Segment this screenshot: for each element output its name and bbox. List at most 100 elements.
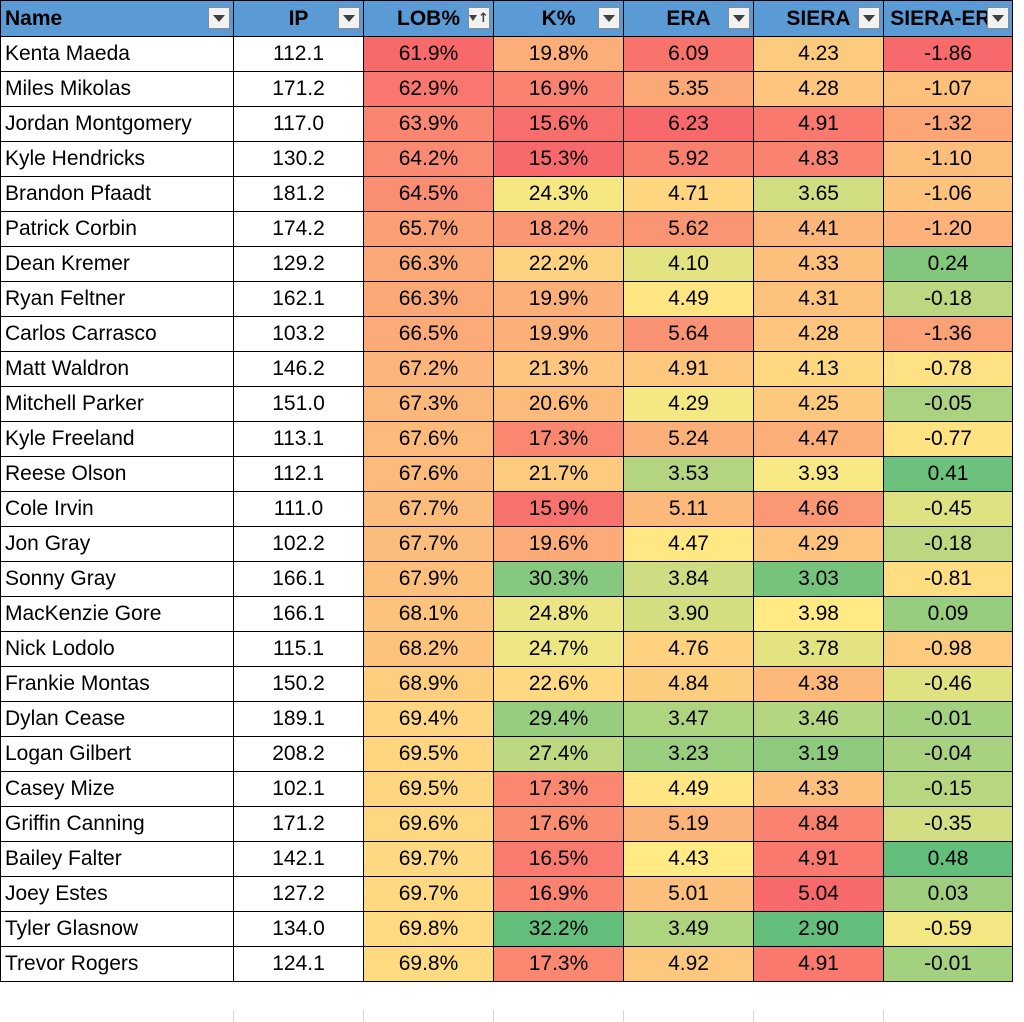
cell-k[interactable]: 29.4% xyxy=(493,701,624,737)
cell-name[interactable]: Tyler Glasnow xyxy=(0,911,234,947)
cell-diff[interactable]: 0.41 xyxy=(883,456,1013,492)
cell-k[interactable]: 22.6% xyxy=(493,666,624,702)
cell-diff[interactable]: -0.18 xyxy=(883,281,1013,317)
cell-ip[interactable]: 146.2 xyxy=(233,351,364,387)
cell-siera[interactable]: 4.41 xyxy=(753,211,884,247)
cell-lob[interactable]: 69.5% xyxy=(363,736,494,772)
cell-name[interactable]: Miles Mikolas xyxy=(0,71,234,107)
cell-ip[interactable]: 102.1 xyxy=(233,771,364,807)
cell-diff[interactable]: -1.20 xyxy=(883,211,1013,247)
cell-era[interactable]: 5.64 xyxy=(623,316,754,352)
cell-lob[interactable]: 66.3% xyxy=(363,281,494,317)
cell-era[interactable]: 4.43 xyxy=(623,841,754,877)
cell-k[interactable]: 24.8% xyxy=(493,596,624,632)
cell-siera[interactable]: 2.90 xyxy=(753,911,884,947)
cell-siera[interactable]: 3.19 xyxy=(753,736,884,772)
cell-siera[interactable]: 4.28 xyxy=(753,316,884,352)
cell-siera[interactable]: 4.31 xyxy=(753,281,884,317)
cell-name[interactable]: Bailey Falter xyxy=(0,841,234,877)
cell-lob[interactable]: 69.5% xyxy=(363,771,494,807)
cell-lob[interactable]: 68.1% xyxy=(363,596,494,632)
cell-diff[interactable]: -1.36 xyxy=(883,316,1013,352)
cell-k[interactable]: 17.3% xyxy=(493,946,624,982)
cell-era[interactable]: 5.11 xyxy=(623,491,754,527)
cell-diff[interactable]: -0.35 xyxy=(883,806,1013,842)
cell-era[interactable]: 3.23 xyxy=(623,736,754,772)
cell-siera[interactable]: 3.98 xyxy=(753,596,884,632)
cell-era[interactable]: 4.91 xyxy=(623,351,754,387)
cell-k[interactable]: 21.3% xyxy=(493,351,624,387)
cell-name[interactable]: Ryan Feltner xyxy=(0,281,234,317)
cell-ip[interactable]: 102.2 xyxy=(233,526,364,562)
cell-diff[interactable]: 0.09 xyxy=(883,596,1013,632)
cell-era[interactable]: 3.84 xyxy=(623,561,754,597)
cell-name[interactable]: Carlos Carrasco xyxy=(0,316,234,352)
cell-lob[interactable]: 69.7% xyxy=(363,876,494,912)
cell-ip[interactable]: 117.0 xyxy=(233,106,364,142)
cell-diff[interactable]: -0.01 xyxy=(883,946,1013,982)
cell-name[interactable]: Dean Kremer xyxy=(0,246,234,282)
cell-siera[interactable]: 4.91 xyxy=(753,946,884,982)
cell-lob[interactable]: 67.9% xyxy=(363,561,494,597)
cell-name[interactable]: Frankie Montas xyxy=(0,666,234,702)
cell-ip[interactable]: 111.0 xyxy=(233,491,364,527)
cell-lob[interactable]: 67.7% xyxy=(363,491,494,527)
cell-era[interactable]: 3.90 xyxy=(623,596,754,632)
cell-name[interactable]: Patrick Corbin xyxy=(0,211,234,247)
cell-k[interactable]: 18.2% xyxy=(493,211,624,247)
cell-k[interactable]: 24.7% xyxy=(493,631,624,667)
cell-k[interactable]: 32.2% xyxy=(493,911,624,947)
cell-name[interactable]: Matt Waldron xyxy=(0,351,234,387)
cell-siera[interactable]: 4.33 xyxy=(753,246,884,282)
cell-lob[interactable]: 68.2% xyxy=(363,631,494,667)
cell-lob[interactable]: 69.4% xyxy=(363,701,494,737)
cell-lob[interactable]: 67.7% xyxy=(363,526,494,562)
cell-diff[interactable]: -0.81 xyxy=(883,561,1013,597)
cell-lob[interactable]: 67.2% xyxy=(363,351,494,387)
cell-lob[interactable]: 67.3% xyxy=(363,386,494,422)
cell-siera[interactable]: 4.91 xyxy=(753,106,884,142)
cell-era[interactable]: 6.23 xyxy=(623,106,754,142)
sort-filter-dropdown-icon[interactable]: ↑ xyxy=(468,7,490,29)
cell-lob[interactable]: 62.9% xyxy=(363,71,494,107)
cell-diff[interactable]: 0.48 xyxy=(883,841,1013,877)
cell-name[interactable]: Nick Lodolo xyxy=(0,631,234,667)
column-header-diff[interactable]: SIERA-ERA xyxy=(883,0,1013,37)
cell-lob[interactable]: 63.9% xyxy=(363,106,494,142)
cell-era[interactable]: 3.47 xyxy=(623,701,754,737)
cell-ip[interactable]: 103.2 xyxy=(233,316,364,352)
cell-lob[interactable]: 68.9% xyxy=(363,666,494,702)
cell-siera[interactable]: 3.46 xyxy=(753,701,884,737)
cell-ip[interactable]: 124.1 xyxy=(233,946,364,982)
cell-name[interactable]: Brandon Pfaadt xyxy=(0,176,234,212)
cell-name[interactable]: Dylan Cease xyxy=(0,701,234,737)
column-header-era[interactable]: ERA xyxy=(623,0,754,37)
cell-k[interactable]: 15.9% xyxy=(493,491,624,527)
cell-era[interactable]: 5.24 xyxy=(623,421,754,457)
cell-era[interactable]: 4.10 xyxy=(623,246,754,282)
cell-siera[interactable]: 3.78 xyxy=(753,631,884,667)
cell-name[interactable]: Joey Estes xyxy=(0,876,234,912)
cell-lob[interactable]: 64.5% xyxy=(363,176,494,212)
cell-era[interactable]: 5.35 xyxy=(623,71,754,107)
cell-lob[interactable]: 61.9% xyxy=(363,36,494,72)
cell-ip[interactable]: 208.2 xyxy=(233,736,364,772)
cell-siera[interactable]: 4.84 xyxy=(753,806,884,842)
cell-ip[interactable]: 112.1 xyxy=(233,36,364,72)
cell-name[interactable]: MacKenzie Gore xyxy=(0,596,234,632)
cell-k[interactable]: 16.9% xyxy=(493,71,624,107)
cell-diff[interactable]: 0.24 xyxy=(883,246,1013,282)
cell-diff[interactable]: -0.18 xyxy=(883,526,1013,562)
cell-diff[interactable]: -1.07 xyxy=(883,71,1013,107)
cell-diff[interactable]: -1.32 xyxy=(883,106,1013,142)
cell-name[interactable]: Sonny Gray xyxy=(0,561,234,597)
cell-diff[interactable]: -0.15 xyxy=(883,771,1013,807)
cell-era[interactable]: 3.53 xyxy=(623,456,754,492)
cell-name[interactable]: Cole Irvin xyxy=(0,491,234,527)
cell-name[interactable]: Mitchell Parker xyxy=(0,386,234,422)
cell-lob[interactable]: 69.8% xyxy=(363,911,494,947)
cell-lob[interactable]: 64.2% xyxy=(363,141,494,177)
cell-name[interactable]: Trevor Rogers xyxy=(0,946,234,982)
cell-era[interactable]: 4.84 xyxy=(623,666,754,702)
cell-ip[interactable]: 166.1 xyxy=(233,596,364,632)
